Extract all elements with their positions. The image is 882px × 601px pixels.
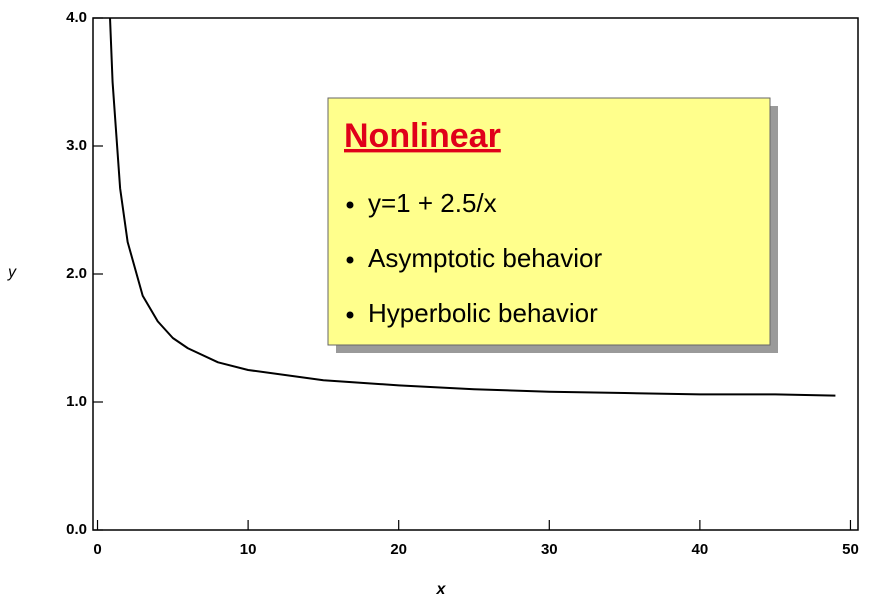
- y-tick-label: 3.0: [66, 137, 87, 154]
- y-tick-label: 0.0: [66, 521, 87, 538]
- y-axis-label: y: [7, 264, 17, 281]
- bullet: [346, 256, 354, 264]
- x-tick-label: 20: [390, 541, 407, 558]
- x-tick-label: 0: [93, 541, 101, 558]
- y-tick-label: 4.0: [66, 9, 87, 26]
- x-tick-label: 50: [842, 541, 859, 558]
- annotation-bullet: Asymptotic behavior: [368, 243, 602, 273]
- y-tick-label: 1.0: [66, 393, 87, 410]
- annotation: Nonlinear y=1 + 2.5/x Asymptotic behavio…: [327, 97, 778, 353]
- y-tick-label: 2.0: [66, 265, 87, 282]
- bullet: [346, 201, 354, 209]
- annotation-box: [327, 97, 771, 346]
- x-tick-label: 40: [692, 541, 709, 558]
- x-tick-label: 10: [240, 541, 257, 558]
- annotation-bullet: Hyperbolic behavior: [368, 298, 598, 328]
- annotation-title: Nonlinear: [344, 117, 501, 155]
- x-tick-label: 30: [541, 541, 558, 558]
- bullet: [346, 311, 354, 319]
- line: [109, 17, 836, 397]
- x-axis-label: x: [436, 581, 447, 598]
- annotation-bullet: y=1 + 2.5/x: [368, 188, 497, 218]
